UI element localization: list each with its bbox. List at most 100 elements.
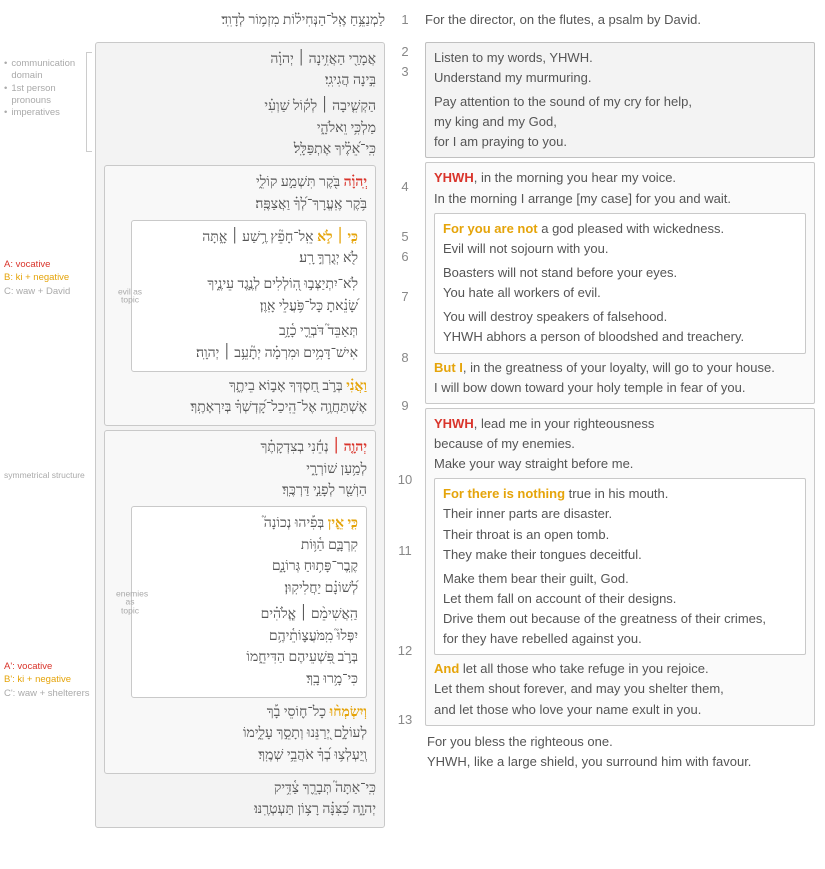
close-eng: For you bless the righteous one. YHWH, l… xyxy=(425,730,815,774)
note: 1st person pronouns xyxy=(11,83,92,108)
tag: evil as topic xyxy=(116,287,144,304)
margin-key-1: A: vocative B: ki + negative C: waw + Da… xyxy=(4,258,92,298)
l: יְהוָ֑ה כַּ֝צִּנָּ֗ה רָצ֥וֹן תַּעְטְרֶֽנ… xyxy=(104,799,376,821)
l: לֹ֖א יְגֻרְךָ֣ רָֽע׃ xyxy=(140,248,358,270)
l: בֹּ֥קֶר אֶֽעֱרָךְ־לְ֝ךָ֗ וַאֲצַפֶּֽה׃ xyxy=(113,194,367,216)
pre: But I xyxy=(434,360,463,375)
l: קִרְבָּ֪ם הַ֫וּ֥וֹת xyxy=(140,535,358,557)
pre: For you are not xyxy=(443,221,538,236)
l: Make them bear their guilt, God. xyxy=(443,569,797,589)
l: בְּרֹ֣ב חַ֭סְדְּךָ אָב֣וֹא בֵיתֶ֑ךָ xyxy=(229,379,346,394)
k: B: ki + negative xyxy=(4,272,69,283)
n: 11 xyxy=(385,541,425,561)
n: 7 xyxy=(385,287,425,307)
l: Let them shout forever, and may you shel… xyxy=(434,679,806,699)
note: imperatives xyxy=(11,107,60,119)
heb-mid-1: יְֽהוָ֗ה בֹּ֖קֶר תִּשְׁמַ֣ע קוֹלִ֑י בֹּ֥… xyxy=(104,165,376,426)
k: A: vocative xyxy=(4,259,50,270)
eng-box-3: YHWH, lead me in your righteousness beca… xyxy=(425,408,815,726)
l: , in the morning you hear my voice. xyxy=(474,170,676,185)
l: Their throat is an open tomb. xyxy=(443,525,797,545)
l: because of my enemies. xyxy=(434,434,806,454)
l: You will destroy speakers of falsehood. xyxy=(443,307,797,327)
l: בִּ֣ינָה הֲגִיגִֽי׃ xyxy=(104,70,376,92)
l: קֶֽבֶר־פָּת֥וּחַ גְּרוֹנָ֑ם xyxy=(140,556,358,578)
l: , in the greatness of your loyalty, will… xyxy=(463,360,775,375)
l: Understand my murmuring. xyxy=(434,68,806,88)
l: let all those who take refuge in you rej… xyxy=(459,661,708,676)
l: and let those who love your name exult i… xyxy=(434,700,806,720)
l: Drive them out because of the greatness … xyxy=(443,609,797,629)
num: 1 xyxy=(385,10,425,32)
eng-col: Listen to my words, YHWH. Understand my … xyxy=(425,42,815,828)
k: C: waw + David xyxy=(4,286,70,297)
l: In the morning I arrange [my case] for y… xyxy=(434,189,806,209)
l: אֲמָרַ֖י הַאֲזִ֥ינָה ׀ יְהוָ֗ה xyxy=(104,49,376,71)
l: Their inner parts are disaster. xyxy=(443,504,797,524)
main-block: אֲמָרַ֖י הַאֲזִ֥ינָה ׀ יְהוָ֗ה בִּ֣ינָה … xyxy=(95,42,815,828)
margin-mid: symmetrical structure xyxy=(4,470,92,481)
pre: כִּ֤י ׀ לֹ֣א xyxy=(317,230,358,245)
n: 10 xyxy=(385,470,425,490)
n: 6 xyxy=(385,247,425,267)
eng-inner-2: For there is nothing true in his mouth. … xyxy=(434,478,806,655)
tag: enemies as topic xyxy=(116,589,144,615)
heb-outer: אֲמָרַ֖י הַאֲזִ֥ינָה ׀ יְהוָ֗ה בִּ֣ינָה … xyxy=(95,42,385,828)
n: 13 xyxy=(385,710,425,730)
l: תְּאַבֵּד֮ דֹּבְרֵ֪י כָ֫זָ֥ב xyxy=(140,321,358,343)
l: לְמַ֥עַן שׁוֹרְרָ֑י xyxy=(113,459,367,481)
pre: יְֽהוָ֗ה xyxy=(344,175,367,190)
l: בֹּ֖קֶר תִּשְׁמַ֣ע קוֹלִ֑י xyxy=(256,175,344,190)
l: אֶשְׁתַּחֲוֶ֥ה אֶל־הֵֽיכַל־קָ֝דְשְׁךָ֗ ב… xyxy=(113,397,367,419)
num-col: 2 3 4 5 6 7 8 9 10 11 12 xyxy=(385,42,425,828)
l: הַקְשִׁ֤יבָה ׀ לְק֬וֹל שַׁוְעִ֗י xyxy=(104,96,376,118)
eng: For the director, on the flutes, a psalm… xyxy=(425,10,815,32)
n: 4 xyxy=(385,177,425,197)
l: בְּרֹ֣ב פִּ֭שְׁעֵיהֶם הַדִּיחֵ֑מוֹ xyxy=(140,647,358,669)
k: C': waw + shelterers xyxy=(4,688,90,699)
l: for they have rebelled against you. xyxy=(443,629,797,649)
l: כָל־ח֪וֹסֵי בָ֡ךְ xyxy=(267,705,330,720)
pre: וְיִשְׂמְח֨וּ xyxy=(330,705,367,720)
txt: symmetrical structure xyxy=(4,470,85,480)
eng-box-2: YHWH, in the morning you hear my voice. … xyxy=(425,162,815,403)
l: YHWH, like a large shield, you surround … xyxy=(427,752,813,772)
l: לְעוֹלָ֣ם יְ֭רַנֵּנוּ וְתָסֵ֣ךְ עָלֵ֑ימו… xyxy=(113,723,367,745)
l: יִפְּלוּ֮ מִֽמֹּעֲצ֪וֹתֵ֫יהֶ֥ם xyxy=(140,626,358,648)
l: הַוְשַׁ֖ר לְפָנַ֣י דַּרְכֶּֽךָ׃ xyxy=(113,480,367,502)
l: כִּֽי־אַתָּה֮ תְּבָרֵ֪ךְ צַ֫דִּ֥יק xyxy=(104,778,376,800)
n: 3 xyxy=(385,62,425,82)
l: אֵֽל־חָפֵ֘ץ רֶ֥שַׁע ׀ אָ֑תָּה xyxy=(202,230,317,245)
l: נְחֵ֬נִי בְצִדְקָתֶ֗ךָ xyxy=(260,440,332,455)
l: YHWH abhors a person of bloodshed and tr… xyxy=(443,327,797,347)
l: Listen to my words, YHWH. xyxy=(434,48,806,68)
l: כִּי־מָ֥רוּ בָֽךְ׃ xyxy=(140,669,358,691)
n: 9 xyxy=(385,396,425,416)
l: Boasters will not stand before your eyes… xyxy=(443,263,797,283)
note: communication domain xyxy=(11,58,92,83)
margin-key-2: A': vocative B': ki + negative C': waw +… xyxy=(4,660,92,700)
n: 8 xyxy=(385,348,425,368)
l: כִּֽי־אֵ֝לֶ֗יךָ אֶתְפַּלָּֽל׃ xyxy=(104,139,376,161)
n: 12 xyxy=(385,641,425,661)
l: בְּפִ֡יהוּ נְכוֹנָה֮ xyxy=(264,516,328,531)
eng-box-1: Listen to my words, YHWH. Understand my … xyxy=(425,42,815,159)
bracket xyxy=(86,52,92,152)
l: I will bow down toward your holy temple … xyxy=(434,378,806,398)
l: אִישׁ־דָּמִ֥ים וּמִרְמָ֗ה יְתָ֘עֵ֥ב ׀ יְ… xyxy=(140,343,358,365)
heb-inner-1: evil as topic כִּ֤י ׀ לֹ֣א אֵֽל־חָפֵ֘ץ ר… xyxy=(131,220,367,372)
l: לֹֽא־יִתְיַצְּב֣וּ הֽ֭וֹלְלִים לְנֶ֣גֶד … xyxy=(140,274,358,296)
l: true in his mouth. xyxy=(565,486,668,501)
heb-mid-2: יְהוָ֤ה ׀ נְחֵ֬נִי בְצִדְקָתֶ֗ךָ לְמַ֥עַ… xyxy=(104,430,376,774)
l: For you bless the righteous one. xyxy=(427,732,813,752)
l: Evil will not sojourn with you. xyxy=(443,239,797,259)
verse-1: לַמְנַצֵּ֥חַ אֶֽל־הַנְּחִיל֗וֹת מִזְמ֥וֹ… xyxy=(95,10,815,32)
pre: YHWH xyxy=(434,170,474,185)
l: שָׂ֝נֵ֗אתָ כָּל־פֹּ֥עֲלֵי אָֽוֶן׃ xyxy=(140,296,358,318)
l: You hate all workers of evil. xyxy=(443,283,797,303)
l: Let them fall on account of their design… xyxy=(443,589,797,609)
pre: וַאֲנִ֗י xyxy=(346,379,367,394)
l: for I am praying to you. xyxy=(434,132,806,152)
l: my king and my God, xyxy=(434,112,806,132)
l: They make their tongues deceitful. xyxy=(443,545,797,565)
